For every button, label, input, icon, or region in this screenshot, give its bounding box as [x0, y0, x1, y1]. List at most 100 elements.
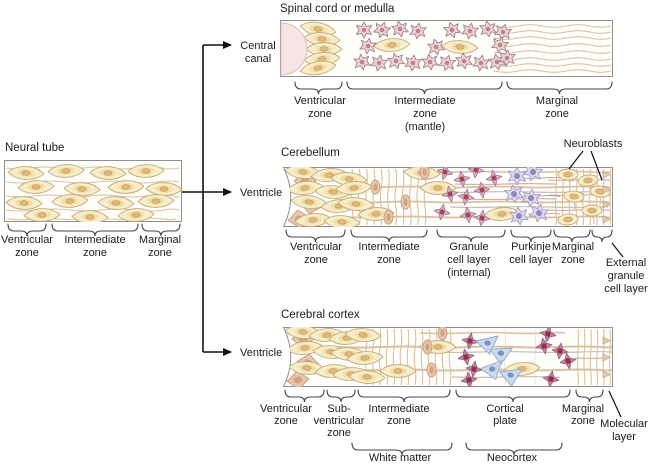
- radial-fiber: [413, 328, 417, 386]
- central-canal-label: Central: [240, 40, 275, 52]
- zone-brace: [510, 229, 552, 243]
- external-granule-leader: [611, 242, 624, 258]
- radial-fiber: [448, 328, 452, 386]
- sp-ventricular-zone-label-line2: zone: [308, 108, 332, 120]
- sp-intermediate-zone-label: Intermediate: [394, 95, 455, 107]
- radial-fiber: [409, 168, 412, 226]
- migrating-cell-body: [437, 327, 448, 341]
- migrating-cell-body: [426, 362, 437, 378]
- radial-fiber: [420, 328, 424, 386]
- sp-intermediate-zone-label-line3: (mantle): [405, 121, 445, 133]
- cb-external-granule-label-line2: granule: [608, 270, 645, 282]
- cb-ventricular-zone-label-line2: zone: [304, 254, 328, 266]
- cb-intermediate-zone-label: Intermediate: [358, 241, 419, 253]
- radial-fiber: [583, 328, 586, 386]
- zone-brace: [51, 223, 139, 237]
- nerve-fiber: [493, 69, 612, 73]
- cb-granule-layer-label-line3: (internal): [447, 267, 490, 279]
- radial-fiber: [609, 168, 612, 226]
- cerebral-cortex-cells: [284, 327, 613, 387]
- ventricle-label-cortex: Ventricle: [240, 347, 282, 359]
- zone-brace: [346, 81, 503, 95]
- neural-tube-cells: [5, 163, 182, 222]
- cerebellum-cells: [283, 167, 612, 227]
- spinal-cord-title: Spinal cord or medulla: [280, 3, 395, 15]
- zone-brace: [465, 442, 563, 456]
- cx-white-matter-label: White matter: [369, 452, 432, 464]
- nerve-fiber: [493, 24, 612, 28]
- zone-brace: [141, 223, 181, 237]
- nt-intermediate-zone-label-line2: zone: [83, 247, 107, 259]
- cx-intermediate-zone-label-line2: zone: [387, 415, 411, 427]
- central-canal-label-line2: canal: [245, 53, 271, 65]
- cx-marginal-zone-label: Marginal: [562, 403, 604, 415]
- central-canal-lumen: [280, 22, 308, 76]
- nerve-fiber: [493, 43, 612, 47]
- cb-granule-layer-label: Granule: [449, 241, 488, 253]
- cb-ventricular-zone-label: Ventricular: [290, 241, 342, 253]
- zone-brace: [591, 229, 613, 243]
- sp-marginal-zone-label-line2: zone: [545, 108, 569, 120]
- cx-ventricular-zone-label: Ventricular: [260, 403, 312, 415]
- zone-brace: [357, 389, 451, 403]
- cx-neocortex-label: Neocortex: [487, 452, 538, 464]
- radial-fiber: [589, 328, 592, 386]
- neuroblasts-label: Neuroblasts: [564, 138, 623, 150]
- sp-ventricular-zone-label: Ventricular: [294, 95, 346, 107]
- cx-ventricular-zone-label-line2: zone: [274, 415, 298, 427]
- zone-brace: [284, 389, 325, 403]
- radial-fiber: [434, 328, 438, 386]
- zone-brace: [436, 229, 506, 243]
- zone-braces: [7, 81, 613, 456]
- cx-marginal-zone-label-line2: zone: [571, 415, 595, 427]
- radial-fiber: [577, 328, 579, 386]
- cx-subventricular-zone-label-line3: zone: [327, 427, 351, 439]
- nerve-fiber: [451, 376, 561, 378]
- nerve-fiber: [523, 177, 561, 179]
- migrating-cell-body: [422, 339, 433, 355]
- nerve-fiber: [454, 183, 557, 185]
- nerve-fiber: [5, 194, 180, 198]
- cb-marginal-zone-label: Marginal: [552, 241, 594, 253]
- cx-intermediate-zone-label: Intermediate: [368, 403, 429, 415]
- neuroblasts-pointer-left: [568, 150, 584, 170]
- nt-marginal-zone-label: Marginal: [139, 234, 181, 246]
- nerve-fiber: [493, 50, 612, 54]
- molecular-layer-leader: [608, 390, 622, 418]
- sp-marginal-zone-label: Marginal: [536, 95, 578, 107]
- cx-cortical-plate-label-line2: plate: [493, 415, 517, 427]
- zone-brace: [294, 81, 343, 95]
- migrating-cell-body: [419, 167, 430, 180]
- zone-brace: [7, 223, 47, 237]
- nerve-fiber: [493, 30, 612, 34]
- radial-fiber: [555, 168, 557, 226]
- cb-marginal-zone-label-line2: zone: [561, 254, 585, 266]
- cb-purkinje-layer-label-line2: cell layer: [509, 254, 553, 266]
- radial-fiber: [394, 168, 398, 226]
- nt-marginal-zone-label-line2: zone: [148, 247, 172, 259]
- cx-subventricular-zone-label-line2: ventricular: [314, 415, 365, 427]
- cx-cortical-plate-label: Cortical: [486, 403, 523, 415]
- nerve-fiber: [449, 206, 609, 208]
- zone-brace: [455, 389, 571, 403]
- neuroblasts-pointer-right: [590, 150, 603, 181]
- neural-tube-title: Neural tube: [5, 142, 64, 154]
- spinal-cord-cells: [298, 20, 612, 77]
- nerve-fiber: [493, 36, 612, 40]
- cb-granule-layer-label-line2: cell layer: [447, 254, 491, 266]
- zone-brace: [351, 442, 453, 456]
- migrating-cell-body: [383, 209, 394, 225]
- nt-ventricular-zone-label-line2: zone: [15, 247, 39, 259]
- ventricle-label-cerebellum: Ventricle: [240, 187, 282, 199]
- nerve-fiber: [467, 198, 557, 200]
- radial-fiber: [596, 328, 599, 386]
- cb-external-granule-label-line3: cell layer: [604, 283, 648, 295]
- migrating-cell-body: [370, 179, 381, 195]
- zone-brace: [575, 389, 604, 403]
- cerebral-cortex-title: Cerebral cortex: [281, 309, 360, 321]
- migrating-cell-body: [400, 194, 411, 210]
- zone-brace: [285, 229, 346, 243]
- radial-fiber: [504, 329, 506, 385]
